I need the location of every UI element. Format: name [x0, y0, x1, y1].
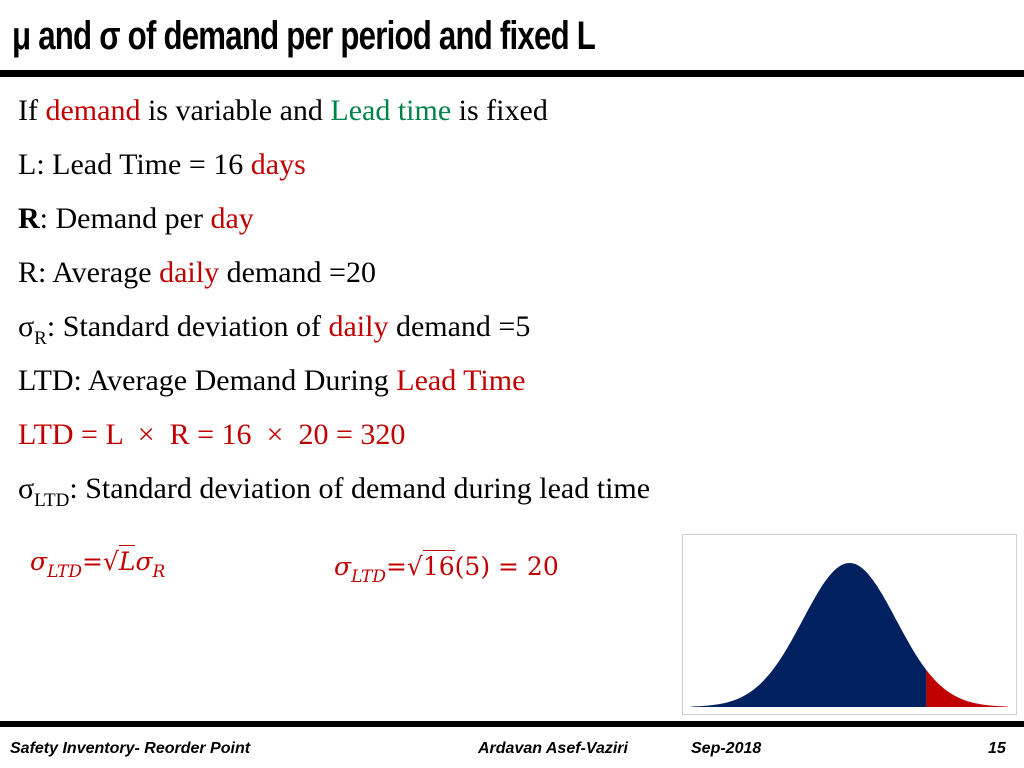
line-demand-per-day: R: Demand per day	[18, 201, 254, 237]
line-demand-variable: If demand is variable and Lead time is f…	[18, 93, 548, 129]
equals-sign: =	[81, 547, 103, 576]
subscript: R	[34, 328, 47, 349]
text-segment: : Standard deviation of	[46, 310, 329, 343]
text-segment: R: Average	[18, 256, 160, 289]
normal-distribution-chart	[682, 534, 1017, 715]
line-std-ltd: σLTD: Standard deviation of demand durin…	[18, 471, 650, 519]
line-lead-time: L: Lead Time = 16 days	[18, 147, 306, 183]
line-std-daily-demand: σR: Standard deviation of daily demand =…	[18, 309, 530, 357]
text-highlight: demand	[45, 94, 141, 127]
text-highlight: day	[210, 202, 254, 235]
line-ltd-definition: LTD: Average Demand During Lead Time	[18, 363, 525, 399]
formula-numeric: σLTD=√16(5) = 20	[334, 549, 559, 595]
text-highlight: Lead Time	[396, 364, 526, 397]
subscript: LTD	[47, 562, 82, 582]
text-segment: : Demand per	[39, 202, 211, 235]
sigma-symbol: σ	[18, 310, 35, 343]
sigma-symbol: σ	[135, 547, 153, 576]
text-highlight: daily	[159, 256, 220, 289]
subscript: LTD	[34, 490, 70, 511]
footer-divider	[0, 721, 1024, 727]
sqrt-argument: 16	[422, 550, 455, 581]
sqrt-symbol: √	[102, 547, 119, 576]
text-highlight: days	[250, 148, 306, 181]
bell-tail-area	[926, 670, 1008, 707]
text-segment: is fixed	[451, 94, 548, 127]
subscript: R	[152, 562, 166, 582]
text-bold: R	[18, 202, 40, 235]
line-average-daily-demand: R: Average daily demand =20	[18, 255, 376, 291]
subscript: LTD	[351, 567, 386, 587]
formula-result: (5) = 20	[454, 552, 559, 581]
text-highlight: daily	[328, 310, 389, 343]
footer-topic: Safety Inventory- Reorder Point	[10, 740, 251, 757]
title-divider	[0, 70, 1024, 77]
sigma-symbol: σ	[18, 472, 35, 505]
text-segment: demand =20	[219, 256, 376, 289]
text-segment: L: Lead Time = 16	[18, 148, 251, 181]
page-number: 15	[988, 740, 1006, 757]
text-segment: demand =5	[388, 310, 531, 343]
page-title: μ and σ of demand per period and fixed L	[12, 14, 596, 58]
footer-author: Ardavan Asef-Vaziri	[478, 740, 628, 757]
sigma-symbol: σ	[30, 547, 48, 576]
text-segment: is variable and	[140, 94, 331, 127]
text-segment: If	[18, 94, 46, 127]
sqrt-symbol: √	[406, 552, 423, 581]
equals-sign: =	[385, 552, 407, 581]
text-segment: LTD: Average Demand During	[18, 364, 397, 397]
sigma-symbol: σ	[334, 552, 352, 581]
line-ltd-calculation: LTD = L × R = 16 × 20 = 320	[18, 418, 406, 451]
text-segment: : Standard deviation of demand during le…	[69, 472, 651, 505]
bell-curve-svg	[691, 563, 1008, 707]
footer-date: Sep-2018	[691, 740, 762, 757]
bell-body-area	[691, 563, 927, 707]
text-highlight: Lead time	[330, 94, 452, 127]
sqrt-argument: L	[118, 545, 136, 576]
formula-general: σLTD=√LσR	[30, 544, 165, 590]
